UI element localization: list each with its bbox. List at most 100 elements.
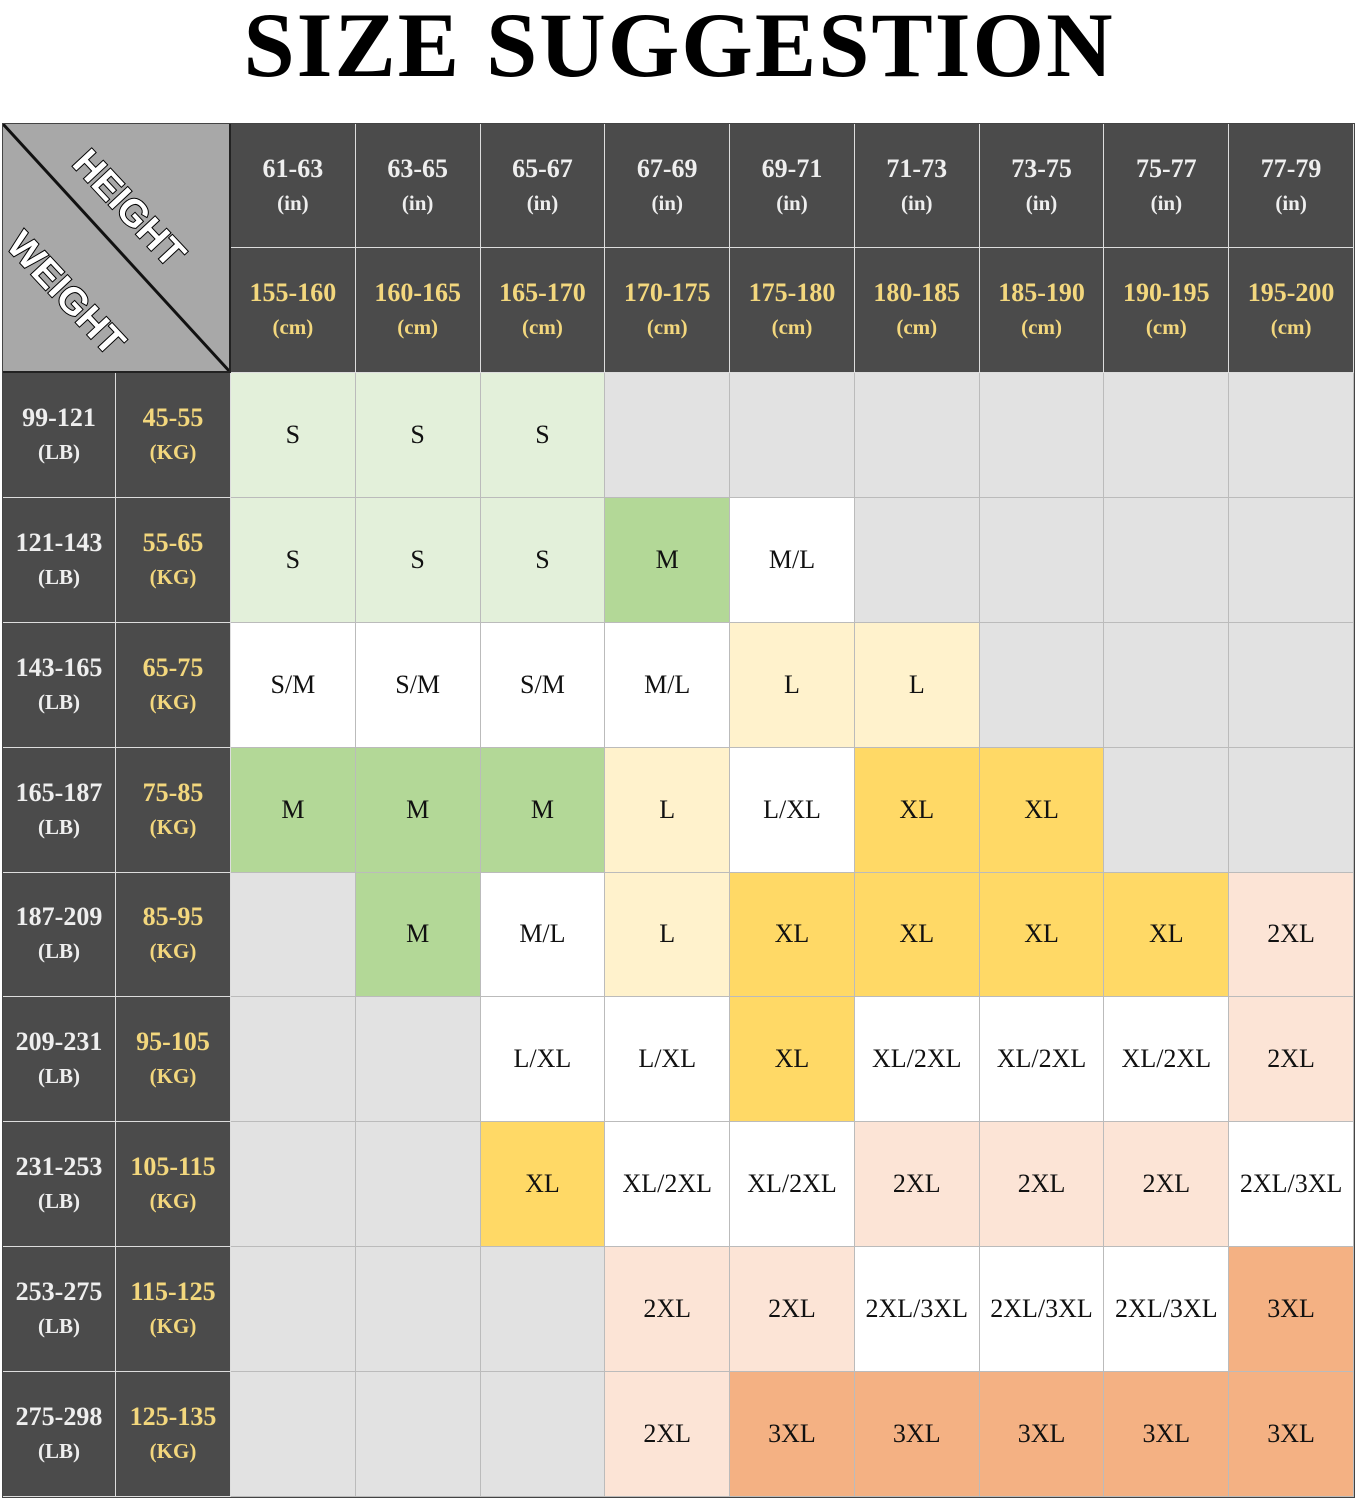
unit-label: (cm) (1270, 315, 1312, 339)
value-label: 125-135 (129, 1402, 217, 1432)
value-label: 3XL (1267, 1419, 1315, 1449)
size-cell: M/L (730, 497, 855, 623)
value-label: XL (774, 919, 810, 949)
unit-label: (in) (1025, 190, 1058, 215)
size-cell: 2XL/3XL (979, 1247, 1105, 1373)
value-label: S/M (395, 669, 441, 699)
value-label: S/M (270, 669, 316, 699)
unit-label: (in) (277, 190, 309, 215)
value-label: 190-195 (1122, 278, 1210, 307)
weight-lb-header: 121-143 (LB) (3, 497, 116, 623)
unit-label: (LB) (38, 1189, 80, 1214)
size-cell (355, 997, 481, 1123)
size-cell: XL (1104, 872, 1230, 998)
height-cm-header: 155-160 (cm) (231, 248, 356, 373)
value-label: 45-55 (142, 402, 204, 432)
size-cell: XL (730, 872, 855, 998)
value-label: 170-175 (623, 278, 711, 307)
value-label: XL/2XL (871, 1044, 962, 1074)
value-label: 187-209 (15, 902, 103, 932)
unit-label: (in) (401, 190, 434, 215)
value-label: 253-275 (15, 1277, 103, 1307)
size-cell (231, 1372, 356, 1497)
weight-lb-header: 275-298 (LB) (3, 1372, 116, 1497)
size-cell: 3XL (979, 1372, 1105, 1497)
unit-label: (cm) (771, 315, 813, 339)
unit-label: (LB) (38, 814, 80, 839)
value-label: 75-77 (1135, 153, 1197, 183)
value-label: XL/2XL (622, 1169, 712, 1199)
value-label: M (406, 794, 430, 824)
size-cell: XL/2XL (979, 997, 1105, 1123)
weight-kg-header: 65-75 (KG) (116, 622, 231, 748)
size-cell: S (355, 373, 481, 498)
value-label: L/XL (638, 1044, 697, 1074)
weight-lb-header: 165-187 (LB) (3, 747, 116, 873)
height-cm-header: 195-200 (cm) (1229, 248, 1354, 373)
value-label: 55-65 (142, 527, 204, 557)
size-cell (730, 373, 855, 498)
weight-lb-header: 143-165 (LB) (3, 622, 116, 748)
weight-kg-header: 105-115 (KG) (116, 1122, 231, 1248)
value-label: 2XL (1267, 1044, 1315, 1074)
diagonal-divider (3, 124, 229, 371)
value-label: 67-69 (636, 153, 698, 183)
size-cell (1104, 747, 1230, 873)
weight-kg-header: 95-105 (KG) (116, 997, 231, 1123)
size-cell: M (355, 747, 481, 873)
size-cell: XL (730, 997, 855, 1123)
size-cell: 2XL/3XL (854, 1247, 980, 1373)
height-in-header: 73-75 (in) (979, 124, 1105, 248)
weight-kg-header: 55-65 (KG) (116, 497, 231, 623)
size-cell: L/XL (480, 997, 606, 1123)
value-label: 63-65 (387, 153, 448, 183)
size-cell: M/L (605, 622, 731, 748)
unit-label: (KG) (149, 564, 197, 589)
size-cell: XL/2XL (854, 997, 980, 1123)
size-cell: XL (480, 1122, 606, 1248)
weight-lb-header: 187-209 (LB) (3, 872, 116, 998)
size-cell: S (231, 373, 356, 498)
value-label: L (784, 669, 800, 699)
size-cell: 2XL (854, 1122, 980, 1248)
unit-label: (KG) (149, 1314, 197, 1339)
size-cell (1229, 373, 1354, 498)
size-cell (231, 997, 356, 1123)
unit-label: (cm) (522, 315, 563, 339)
size-cell (355, 1122, 481, 1248)
size-cell: XL/2XL (730, 1122, 855, 1248)
weight-lb-header: 99-121 (LB) (3, 373, 116, 498)
size-cell: M (231, 747, 356, 873)
value-label: 209-231 (15, 1027, 103, 1057)
value-label: M (406, 919, 430, 949)
value-label: XL (899, 919, 935, 949)
unit-label: (cm) (896, 315, 938, 339)
unit-label: (cm) (272, 315, 314, 339)
value-label: 61-63 (262, 153, 324, 183)
height-cm-header: 165-170 (cm) (480, 248, 606, 373)
value-label: S (285, 419, 301, 449)
size-cell: S/M (231, 622, 356, 748)
size-cell (355, 1372, 481, 1497)
unit-label: (in) (901, 190, 933, 215)
size-cell (854, 373, 980, 498)
unit-label: (cm) (1145, 315, 1187, 339)
size-cell: S/M (355, 622, 481, 748)
value-label: S (535, 419, 550, 449)
size-cell: 2XL (605, 1372, 731, 1497)
value-label: 2XL/3XL (1239, 1169, 1343, 1199)
value-label: L/XL (763, 794, 821, 824)
value-label: 3XL (892, 1419, 941, 1449)
value-label: 95-105 (136, 1027, 210, 1057)
value-label: 75-85 (142, 777, 204, 807)
value-label: 2XL (892, 1169, 941, 1199)
value-label: 165-170 (499, 278, 586, 307)
value-label: XL/2XL (747, 1169, 837, 1199)
unit-label: (KG) (149, 1064, 197, 1089)
size-cell: 3XL (1229, 1247, 1354, 1373)
value-label: 275-298 (15, 1402, 103, 1432)
size-cell: 3XL (1229, 1372, 1354, 1497)
value-label: 2XL (768, 1294, 816, 1324)
size-cell: XL (854, 872, 980, 998)
value-label: M/L (768, 544, 816, 574)
